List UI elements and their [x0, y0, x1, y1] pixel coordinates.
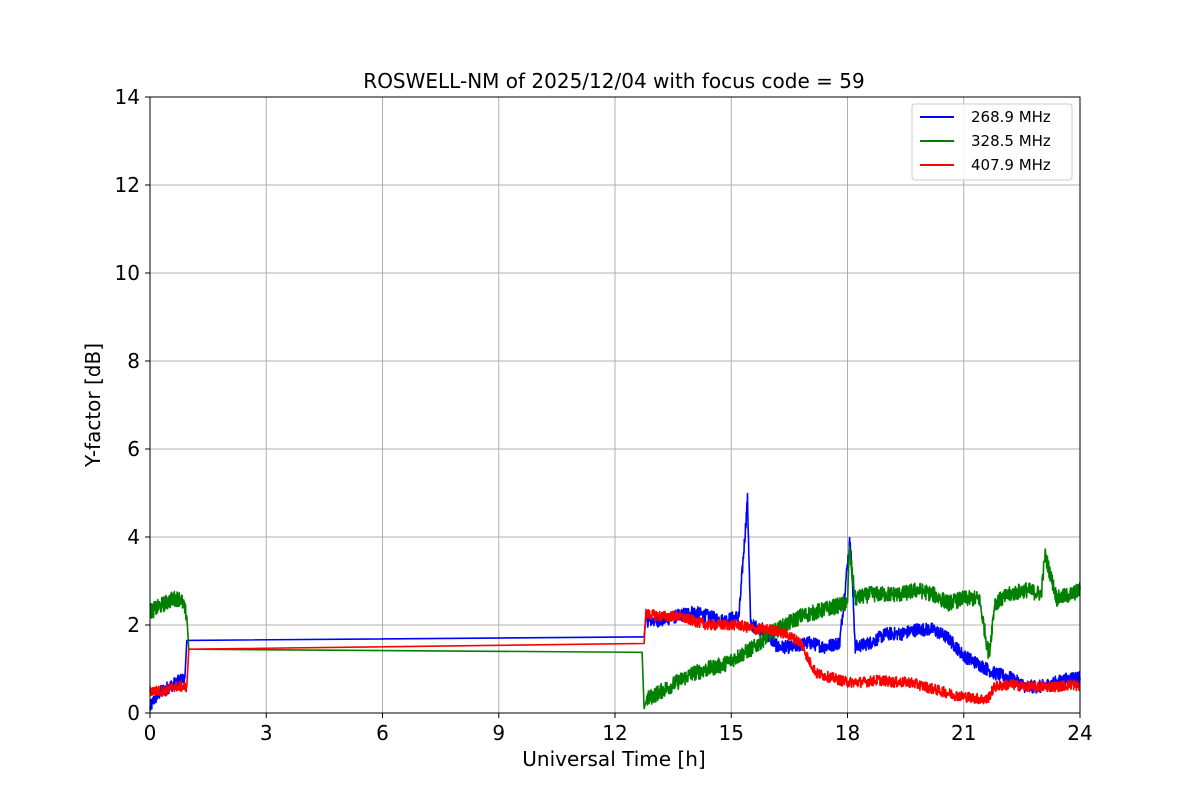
legend-label: 268.9 MHz	[971, 108, 1051, 126]
legend-box	[911, 103, 1073, 181]
y-tick-label: 0	[127, 701, 140, 725]
y-tick-label: 4	[127, 525, 140, 549]
x-tick-label: 6	[376, 721, 389, 745]
legend-label: 328.5 MHz	[971, 132, 1051, 150]
x-tick-label: 9	[492, 721, 505, 745]
y-tick-label: 2	[127, 613, 140, 637]
y-axis-label: Y-factor [dB]	[81, 343, 105, 468]
legend: 268.9 MHz 328.5 MHz 407.9 MHz	[911, 103, 1073, 181]
x-tick-label: 21	[951, 721, 976, 745]
x-tick-label: 24	[1067, 721, 1092, 745]
y-tick-label: 14	[115, 85, 140, 109]
series-line-3	[149, 608, 1081, 705]
y-tick-label: 12	[115, 173, 140, 197]
chart-title: ROSWELL-NM of 2025/12/04 with focus code…	[363, 69, 864, 93]
x-tick-label: 18	[835, 721, 860, 745]
x-tick-label: 3	[260, 721, 273, 745]
legend-label: 407.9 MHz	[971, 156, 1051, 174]
x-tick-label: 0	[144, 721, 157, 745]
x-tick-label: 12	[602, 721, 627, 745]
series-line-1	[149, 492, 1081, 712]
series-layer	[149, 492, 1081, 712]
series-line-2	[149, 545, 1081, 710]
y-tick-label: 8	[127, 349, 140, 373]
y-tick-label: 6	[127, 437, 140, 461]
x-axis-label: Universal Time [h]	[522, 747, 705, 771]
y-tick-label: 10	[115, 261, 140, 285]
x-tick-label: 15	[719, 721, 744, 745]
